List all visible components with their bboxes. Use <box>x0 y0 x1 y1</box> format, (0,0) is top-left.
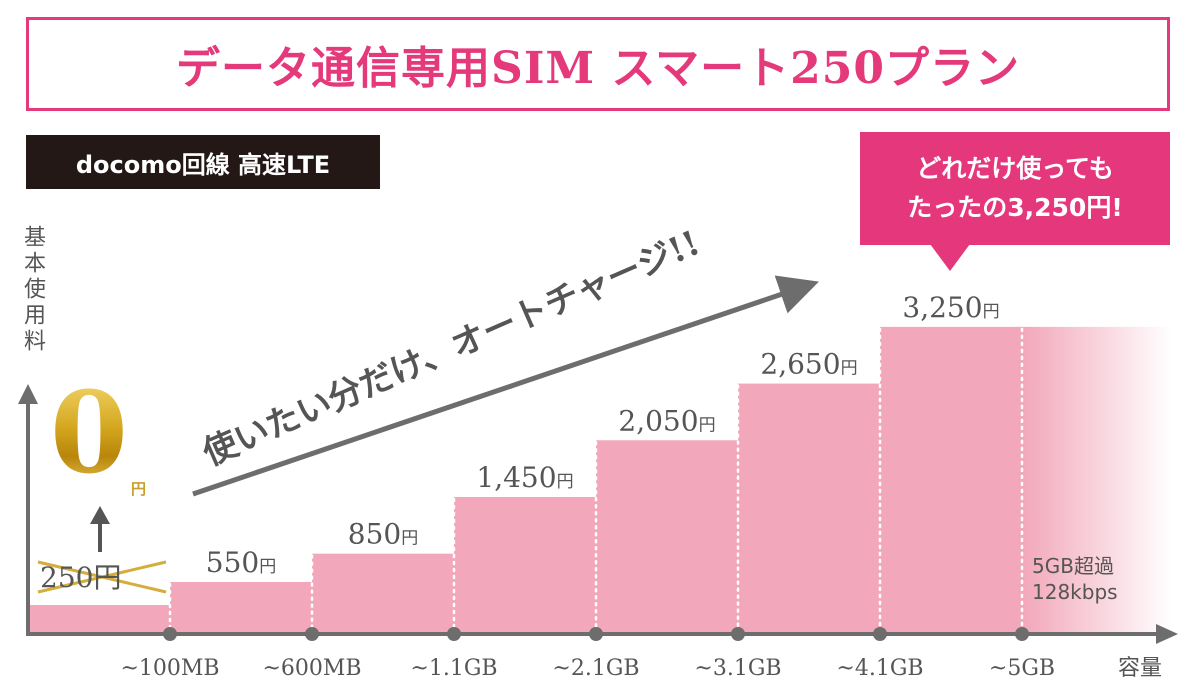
throttle-zone <box>1022 326 1172 634</box>
carrier-badge: docomo回線 高速LTE <box>26 135 380 189</box>
x-tick-label: ~3.1GB <box>694 656 781 681</box>
axis-marker <box>305 627 319 641</box>
value-label: 850円 <box>348 518 418 551</box>
x-tick-label: ~600MB <box>262 656 361 681</box>
axis-marker <box>1015 627 1029 641</box>
bar-2 <box>312 553 455 634</box>
bar-3 <box>454 496 597 634</box>
callout-line-1: どれだけ使っても <box>916 153 1114 183</box>
x-tick-label: ~100MB <box>120 656 219 681</box>
x-tick-label: ~2.1GB <box>552 656 639 681</box>
x-axis-label: 容量 <box>1118 656 1162 681</box>
throttle-line-2: 128kbps <box>1032 580 1118 604</box>
value-label: 1,450円 <box>476 461 573 494</box>
value-label: 2,650円 <box>760 348 857 381</box>
value-label: 550円 <box>206 546 276 579</box>
zero-price-unit: 円 <box>131 480 147 498</box>
throttle-note: 5GB超過 128kbps <box>1032 553 1118 605</box>
x-tick-label: ~4.1GB <box>836 656 923 681</box>
auto-charge-arrow <box>192 275 819 497</box>
axis-marker <box>163 627 177 641</box>
x-axis-arrow <box>1156 624 1178 644</box>
throttle-line-1: 5GB超過 <box>1032 554 1114 578</box>
axis-marker <box>731 627 745 641</box>
axis-marker <box>447 627 461 641</box>
bar-1 <box>170 582 313 634</box>
up-arrow-head <box>90 506 110 524</box>
x-tick-label: ~5GB <box>989 656 1055 681</box>
old-price-struck: 250円 <box>40 561 122 594</box>
strike-line-2 <box>37 560 167 594</box>
value-label: 3,250円 <box>902 291 999 324</box>
x-tick-label: ~1.1GB <box>410 656 497 681</box>
price-callout: どれだけ使っても たったの3,250円! <box>860 132 1170 245</box>
bar-4 <box>596 440 739 634</box>
y-axis-label: 基本使用料 <box>20 225 45 355</box>
title-box: データ通信専用SIM スマート250プラン <box>26 17 1170 111</box>
axis-marker <box>589 627 603 641</box>
callout-tail <box>930 244 970 271</box>
bar-5 <box>738 383 881 634</box>
axis-marker <box>873 627 887 641</box>
bar-base-100mb <box>30 605 170 634</box>
zero-price: 0 <box>50 368 128 499</box>
bar-6 <box>880 326 1023 634</box>
callout-line-2: たったの3,250円! <box>907 192 1123 222</box>
page-title: データ通信専用SIM スマート250プラン <box>176 43 1020 94</box>
value-label: 2,050円 <box>618 404 715 437</box>
y-axis-arrow <box>18 384 38 404</box>
